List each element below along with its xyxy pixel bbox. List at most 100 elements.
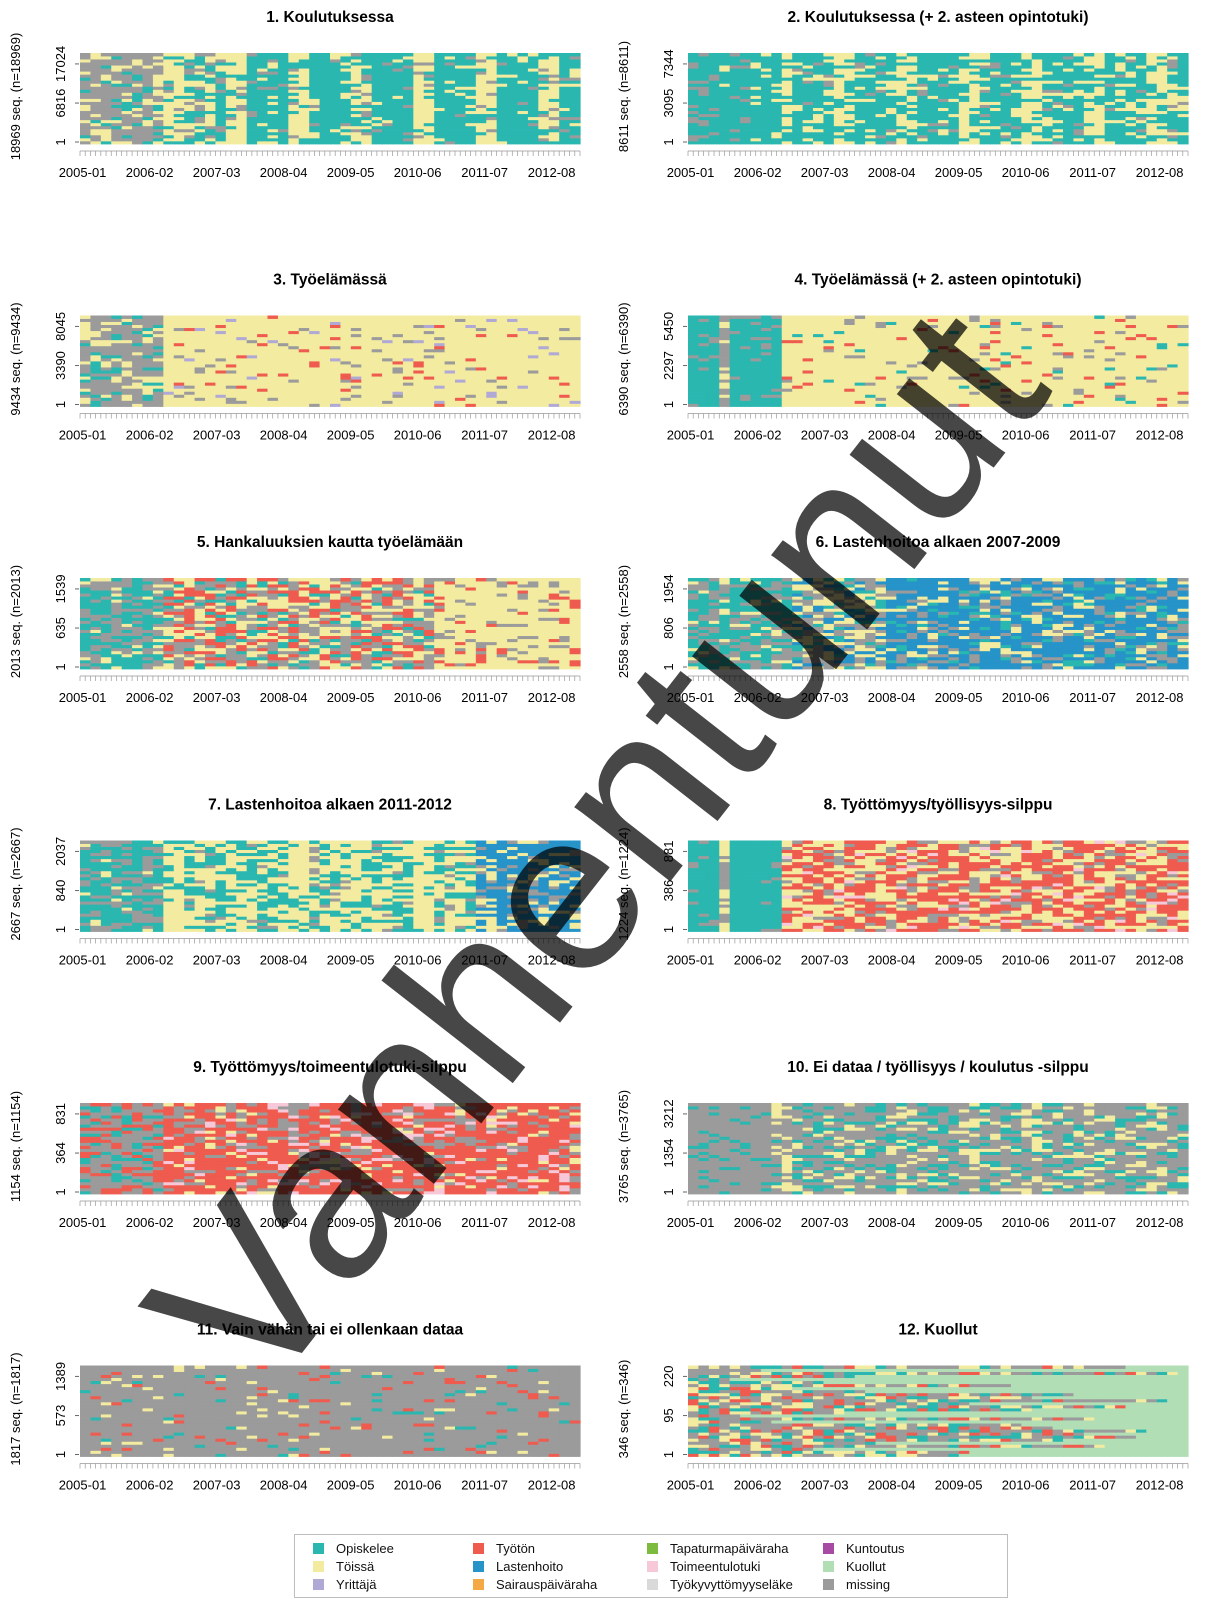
sequence-cell — [1135, 80, 1147, 84]
sequence-cell — [1167, 388, 1179, 392]
sequence-cell — [496, 357, 508, 362]
sequence-cell — [173, 373, 185, 377]
sequence-cell — [1073, 110, 1085, 115]
sequence-cell — [163, 119, 175, 124]
sequence-cell — [423, 62, 435, 66]
sequence-cell — [184, 137, 196, 142]
sequence-cell — [750, 134, 762, 139]
sequence-cell — [132, 86, 144, 90]
sequence-cell — [111, 318, 123, 322]
sequence-cell — [1167, 65, 1179, 69]
sequence-cell — [813, 74, 825, 78]
sequence-cell — [382, 89, 394, 93]
sequence-cell — [729, 140, 741, 145]
sequence-cell — [823, 53, 835, 57]
sequence-cell — [979, 137, 991, 142]
sequence-cell — [330, 77, 342, 81]
sequence-cell — [1167, 62, 1179, 66]
sequence-cell — [1083, 56, 1095, 60]
sequence-cell — [708, 59, 720, 63]
sequence-cell — [309, 119, 321, 124]
sequence-cell — [402, 101, 414, 105]
sequence-cell — [719, 400, 731, 404]
sequence-cell — [1125, 131, 1137, 136]
sequence-cell — [267, 315, 279, 319]
sequence-cell — [132, 361, 144, 365]
sequence-cell — [750, 128, 762, 133]
sequence-cell — [698, 125, 710, 130]
sequence-cell — [559, 357, 571, 362]
sequence-cell — [173, 113, 185, 118]
sequence-cell — [173, 101, 185, 105]
sequence-cell — [80, 357, 92, 362]
sequence-cell — [527, 68, 539, 72]
sequence-cell — [1042, 116, 1054, 121]
sequence-cell — [173, 364, 185, 368]
sequence-cell — [111, 65, 123, 69]
sequence-cell — [538, 65, 550, 69]
sequence-cell — [1031, 125, 1043, 130]
sequence-cell — [465, 351, 477, 356]
sequence-cell — [455, 357, 467, 362]
sequence-cell — [465, 95, 477, 99]
sequence-cell — [90, 321, 102, 325]
sequence-cell — [475, 361, 487, 365]
sequence-cell — [361, 333, 373, 338]
sequence-cell — [750, 71, 762, 75]
sequence-cell — [1156, 80, 1168, 84]
sequence-cell — [225, 101, 237, 105]
sequence-cell — [423, 80, 435, 84]
sequence-cell — [906, 83, 918, 87]
sequence-cell — [330, 370, 342, 374]
sequence-cell — [361, 351, 373, 356]
sequence-cell — [382, 388, 394, 392]
sequence-cell — [319, 330, 331, 335]
sequence-cell — [402, 65, 414, 69]
sequence-cell — [205, 354, 217, 359]
sequence-cell — [246, 62, 258, 66]
sequence-cell — [402, 315, 414, 319]
sequence-cell — [184, 385, 196, 389]
sequence-cell — [194, 110, 206, 115]
sequence-cell — [90, 107, 102, 112]
sequence-cell — [1146, 77, 1158, 81]
sequence-cell — [205, 62, 217, 66]
sequence-cell — [507, 116, 519, 121]
sequence-cell — [781, 71, 793, 75]
sequence-cell — [948, 110, 960, 115]
sequence-cell — [569, 361, 581, 365]
sequence-cell — [382, 134, 394, 139]
sequence-cell — [1063, 388, 1075, 392]
sequence-cell — [382, 373, 394, 377]
sequence-cell — [246, 400, 258, 404]
sequence-cell — [465, 122, 477, 127]
sequence-cell — [517, 327, 529, 332]
sequence-cell — [288, 315, 300, 319]
sequence-cell — [729, 92, 741, 96]
sequence-cell — [225, 62, 237, 66]
sequence-cell — [257, 83, 269, 87]
sequence-cell — [205, 116, 217, 121]
sequence-cell — [246, 107, 258, 112]
sequence-cell — [538, 89, 550, 93]
sequence-cell — [1094, 65, 1106, 69]
sequence-cell — [277, 86, 289, 90]
sequence-cell — [750, 391, 762, 395]
sequence-cell — [750, 80, 762, 84]
sequence-cell — [1000, 394, 1012, 398]
sequence-cell — [969, 80, 981, 84]
sequence-cell — [1000, 68, 1012, 72]
sequence-cell — [132, 321, 144, 325]
sequence-cell — [340, 321, 352, 325]
sequence-cell — [288, 59, 300, 63]
sequence-cell — [1167, 134, 1179, 139]
y-tick-label: 1 — [53, 138, 68, 145]
sequence-cell — [350, 345, 362, 350]
sequence-cell — [844, 53, 856, 57]
sequence-cell — [1146, 116, 1158, 121]
sequence-cell — [496, 364, 508, 368]
sequence-cell — [163, 342, 175, 347]
sequence-cell — [1073, 403, 1085, 407]
sequence-cell — [288, 77, 300, 81]
sequence-cell — [1031, 80, 1043, 84]
